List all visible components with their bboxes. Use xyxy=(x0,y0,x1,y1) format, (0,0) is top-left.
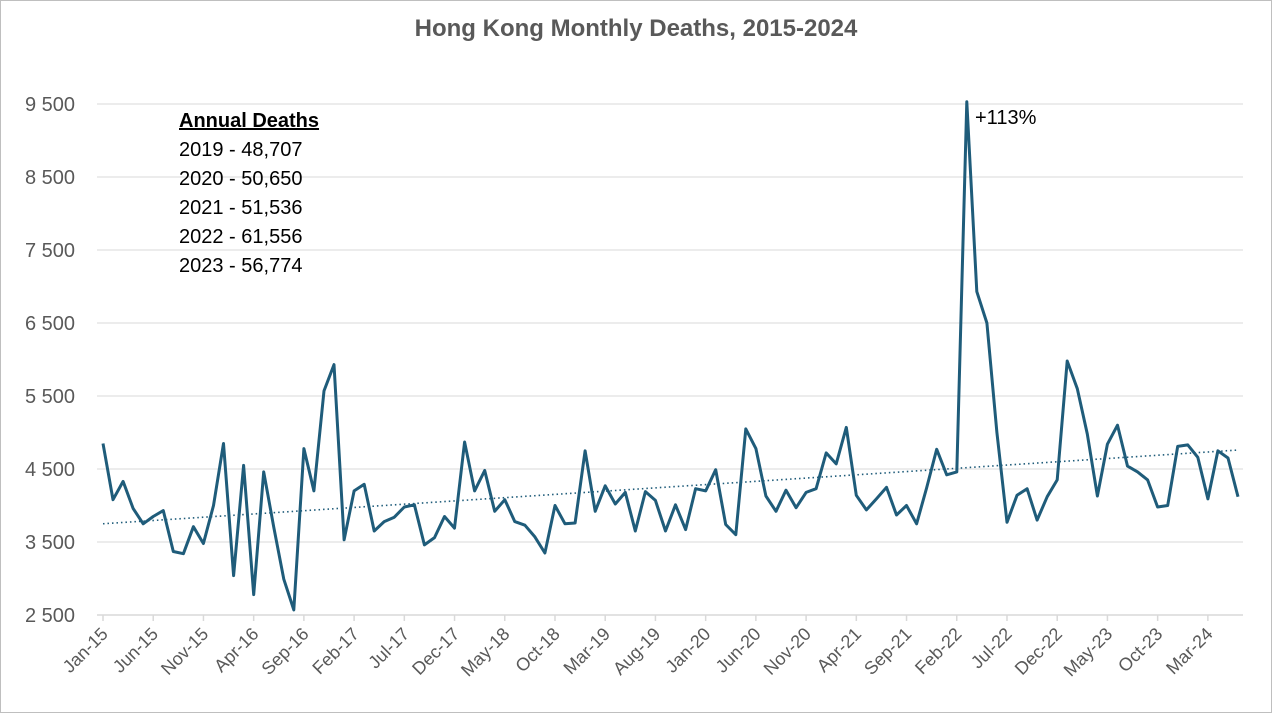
x-tick-label: Jul-22 xyxy=(967,624,1016,673)
y-tick-label: 7 500 xyxy=(25,240,75,262)
x-tick-label: Mar-24 xyxy=(1162,624,1216,678)
x-tick-label: Jun-20 xyxy=(712,624,765,677)
trendline xyxy=(102,449,1239,525)
annual-deaths-line: 2019 - 48,707 xyxy=(179,139,302,161)
y-axis-ticks: 2 500 3 500 4 500 5 500 6 500 7 500 8 500 9 500 xyxy=(25,94,75,627)
x-tick-label: Nov-15 xyxy=(157,624,212,679)
x-tick-label: Oct-18 xyxy=(511,624,563,676)
y-tick-label: 9 500 xyxy=(25,94,75,116)
x-tick-label: Nov-20 xyxy=(760,624,815,679)
x-tick-label: Mar-19 xyxy=(560,624,614,678)
x-tick-label: Feb-17 xyxy=(308,624,362,678)
x-tick-label: Jan-15 xyxy=(59,624,112,677)
x-tick-label: Dec-17 xyxy=(408,624,463,679)
annual-deaths-line: 2023 - 56,774 xyxy=(179,255,302,277)
gridlines xyxy=(97,103,1243,616)
y-tick-label: 8 500 xyxy=(25,167,75,189)
y-tick-label: 4 500 xyxy=(25,459,75,481)
x-tick-label: Jul-17 xyxy=(364,624,413,673)
annual-deaths-line: 2020 - 50,650 xyxy=(179,168,302,190)
annual-deaths-title: Annual Deaths xyxy=(179,110,319,132)
x-tick-label: Feb-22 xyxy=(911,624,965,678)
y-tick-label: 5 500 xyxy=(25,386,75,408)
annual-deaths-line: 2021 - 51,536 xyxy=(179,197,302,219)
x-tick-label: Jun-15 xyxy=(109,624,162,677)
trendline-layer xyxy=(102,449,1239,525)
x-tick-label: Dec-22 xyxy=(1011,624,1066,679)
y-tick-label: 3 500 xyxy=(25,532,75,554)
x-tick-label: Apr-21 xyxy=(813,624,865,676)
x-tick-label: Aug-19 xyxy=(609,624,664,679)
x-tick-label: Apr-16 xyxy=(210,624,262,676)
x-tick-label: Sep-16 xyxy=(258,624,313,679)
y-tick-label: 2 500 xyxy=(25,605,75,627)
chart-title: Hong Kong Monthly Deaths, 2015-2024 xyxy=(415,15,858,42)
x-tick-label: Sep-21 xyxy=(860,624,915,679)
x-tick-label: May-18 xyxy=(457,624,514,681)
x-tick-label: Jan-20 xyxy=(661,624,714,677)
annual-deaths-line: 2022 - 61,556 xyxy=(179,226,302,248)
series-layer xyxy=(101,100,1240,612)
x-tick-label: Oct-23 xyxy=(1114,624,1166,676)
peak-annotation: +113% xyxy=(975,107,1037,129)
x-tick-label: May-23 xyxy=(1060,624,1117,681)
annotations: +113% Annual Deaths 2019 - 48,707 2020 -… xyxy=(179,107,1037,277)
y-tick-label: 6 500 xyxy=(25,313,75,335)
series-line-monthly-deaths xyxy=(101,100,1240,612)
